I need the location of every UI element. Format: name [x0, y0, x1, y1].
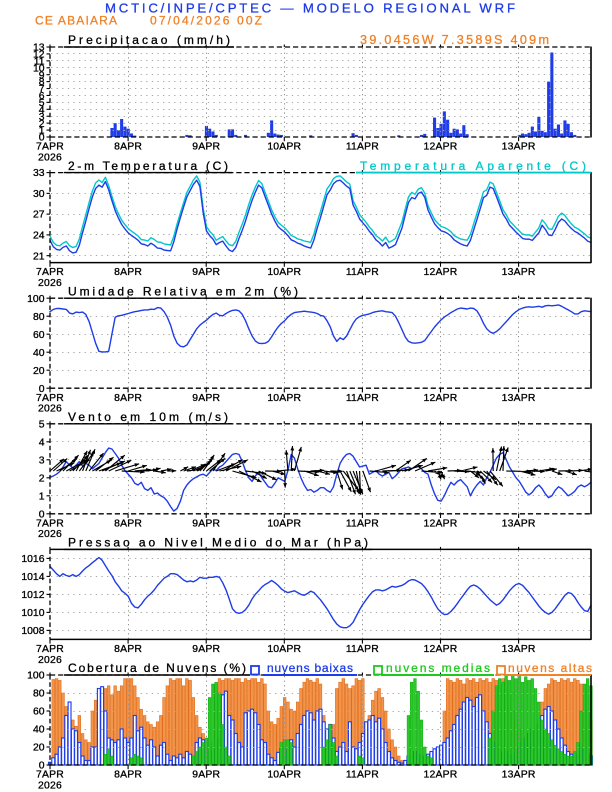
svg-text:1014: 1014: [21, 572, 44, 583]
svg-text:8: 8: [39, 77, 45, 88]
svg-text:40: 40: [33, 348, 45, 359]
svg-text:12APR: 12APR: [424, 518, 458, 529]
svg-text:20: 20: [33, 743, 45, 754]
svg-text:4: 4: [39, 437, 45, 448]
svg-text:12: 12: [33, 50, 45, 61]
svg-text:13APR: 13APR: [502, 770, 536, 781]
svg-text:13APR: 13APR: [502, 393, 536, 404]
svg-text:12APR: 12APR: [424, 644, 458, 655]
svg-text:13APR: 13APR: [502, 518, 536, 529]
svg-text:1016: 1016: [21, 554, 44, 565]
svg-text:11APR: 11APR: [346, 518, 379, 529]
svg-text:11: 11: [34, 56, 45, 67]
svg-text:Cobertura de Nuvens (%): Cobertura de Nuvens (%): [68, 661, 246, 675]
svg-text:0: 0: [39, 384, 45, 395]
svg-text:13APR: 13APR: [502, 142, 536, 153]
svg-text:8APR: 8APR: [114, 518, 142, 529]
svg-text:9: 9: [39, 70, 45, 81]
svg-text:6: 6: [39, 91, 45, 102]
svg-text:9APR: 9APR: [192, 393, 220, 404]
svg-text:13APR: 13APR: [502, 267, 536, 278]
svg-text:nuvens altas: nuvens altas: [508, 661, 592, 675]
svg-text:nuvens baixas: nuvens baixas: [267, 661, 353, 675]
svg-text:9APR: 9APR: [192, 644, 220, 655]
svg-text:11APR: 11APR: [346, 393, 379, 404]
svg-text:12APR: 12APR: [424, 267, 458, 278]
svg-text:1010: 1010: [21, 608, 44, 619]
svg-text:8APR: 8APR: [114, 267, 142, 278]
svg-text:11APR: 11APR: [346, 267, 379, 278]
svg-text:60: 60: [33, 330, 45, 341]
svg-text:40: 40: [33, 725, 45, 736]
svg-text:MCTIC/INPE/CPTEC — MODELO REGI: MCTIC/INPE/CPTEC — MODELO REGIONAL WRF: [105, 1, 515, 16]
svg-text:2026: 2026: [38, 278, 62, 289]
svg-text:07/04/2026 00Z: 07/04/2026 00Z: [150, 13, 262, 27]
svg-text:2026: 2026: [38, 780, 62, 791]
svg-text:8APR: 8APR: [114, 393, 142, 404]
svg-text:21: 21: [33, 251, 45, 262]
svg-text:CE ABAIARA: CE ABAIARA: [35, 13, 117, 27]
svg-text:2: 2: [39, 473, 45, 484]
svg-text:100: 100: [27, 294, 45, 305]
svg-text:8APR: 8APR: [114, 644, 142, 655]
svg-text:11APR: 11APR: [346, 142, 379, 153]
svg-text:2026: 2026: [38, 404, 62, 415]
svg-text:10: 10: [33, 63, 45, 74]
svg-text:9APR: 9APR: [192, 142, 220, 153]
svg-text:80: 80: [33, 312, 45, 323]
svg-text:11APR: 11APR: [346, 770, 379, 781]
svg-text:3: 3: [39, 455, 45, 466]
svg-text:7APR: 7APR: [36, 267, 64, 278]
svg-text:8APR: 8APR: [114, 770, 142, 781]
svg-text:80: 80: [33, 689, 45, 700]
svg-text:7APR: 7APR: [36, 518, 64, 529]
svg-text:13APR: 13APR: [502, 644, 536, 655]
svg-text:10APR: 10APR: [267, 142, 301, 153]
svg-text:9APR: 9APR: [192, 770, 220, 781]
svg-text:20: 20: [33, 366, 45, 377]
svg-text:Pressao ao Nivel Medio do Mar: Pressao ao Nivel Medio do Mar (hPa): [68, 536, 368, 550]
svg-text:3: 3: [39, 112, 45, 123]
svg-text:2: 2: [39, 119, 45, 130]
svg-text:100: 100: [27, 671, 45, 682]
svg-text:30: 30: [33, 189, 45, 200]
svg-text:9APR: 9APR: [192, 267, 220, 278]
svg-text:60: 60: [33, 707, 45, 718]
svg-text:2026: 2026: [38, 152, 62, 163]
svg-text:9APR: 9APR: [192, 518, 220, 529]
svg-text:27: 27: [33, 210, 45, 221]
svg-text:2026: 2026: [38, 529, 62, 540]
svg-text:1008: 1008: [21, 626, 44, 637]
svg-text:12APR: 12APR: [424, 393, 458, 404]
svg-text:7APR: 7APR: [36, 393, 64, 404]
svg-text:13: 13: [33, 43, 45, 54]
svg-text:10APR: 10APR: [267, 644, 301, 655]
svg-text:5: 5: [39, 98, 45, 109]
svg-text:10APR: 10APR: [267, 770, 301, 781]
svg-text:7APR: 7APR: [36, 644, 64, 655]
svg-text:0: 0: [39, 761, 45, 772]
svg-text:4: 4: [39, 105, 45, 116]
svg-text:7APR: 7APR: [36, 142, 64, 153]
svg-text:7APR: 7APR: [36, 770, 64, 781]
svg-text:5: 5: [39, 419, 45, 430]
svg-text:12APR: 12APR: [424, 142, 458, 153]
svg-text:33: 33: [33, 168, 45, 179]
svg-text:10APR: 10APR: [267, 267, 301, 278]
svg-text:1012: 1012: [21, 590, 44, 601]
svg-text:0: 0: [39, 509, 45, 520]
svg-text:10APR: 10APR: [267, 518, 301, 529]
svg-text:1: 1: [39, 491, 45, 502]
svg-text:7: 7: [39, 84, 45, 95]
svg-text:0: 0: [39, 133, 45, 144]
svg-text:12APR: 12APR: [424, 770, 458, 781]
svg-text:nuvens medias: nuvens medias: [386, 661, 490, 675]
svg-text:1: 1: [39, 126, 45, 137]
svg-text:10APR: 10APR: [267, 393, 301, 404]
svg-text:8APR: 8APR: [114, 142, 142, 153]
svg-text:24: 24: [33, 231, 45, 242]
svg-text:11APR: 11APR: [346, 644, 379, 655]
svg-text:2026: 2026: [38, 655, 62, 666]
